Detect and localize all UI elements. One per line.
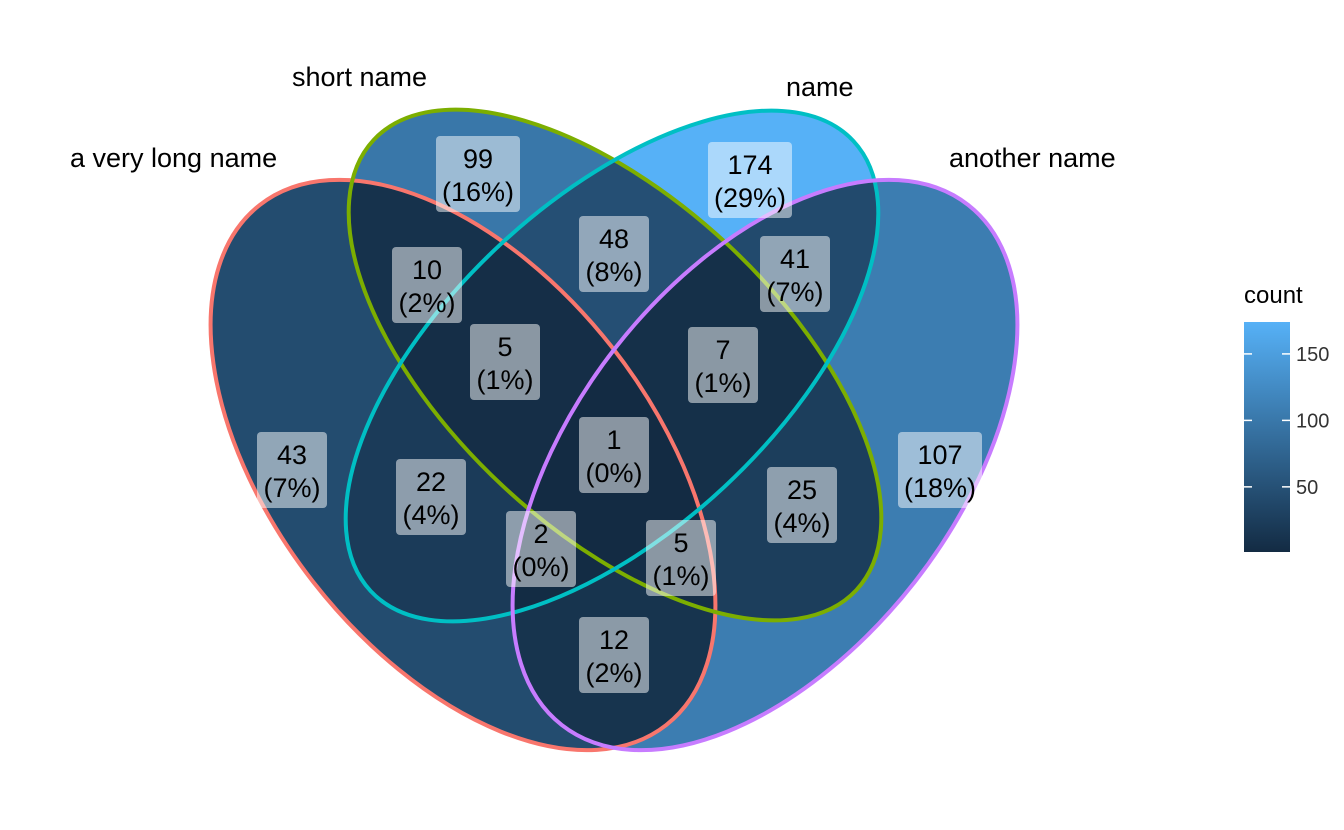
set-labels: a very long name short name name another… [70, 62, 1116, 173]
set-outline-short-name [346, 107, 884, 623]
region-label-background [470, 324, 540, 400]
region-label-background [760, 236, 830, 312]
set-label-a-very-long-name: a very long name [70, 143, 277, 173]
region-percent: (16%) [442, 177, 514, 207]
region-percent: (4%) [773, 508, 830, 538]
legend-colorbar [1244, 322, 1290, 552]
set-outline-name [343, 108, 881, 624]
region-a-very-long-name [210, 180, 610, 750]
region-percent: (0%) [512, 552, 569, 582]
region-label: 10(2%) [392, 247, 462, 323]
region-count: 5 [673, 528, 688, 558]
region-label: 48(8%) [579, 216, 649, 292]
region-count: 7 [715, 335, 730, 365]
region-percent: (0%) [585, 458, 642, 488]
legend-title: count [1244, 282, 1303, 309]
region-label-background [646, 520, 716, 596]
region-percent: (2%) [585, 658, 642, 688]
region-label: 107(18%) [898, 432, 982, 508]
region-label: 5(1%) [646, 520, 716, 596]
region-label-background [257, 432, 327, 508]
region-count: 5 [497, 332, 512, 362]
region-count: 22 [416, 467, 446, 497]
legend-tick-label: 50 [1296, 477, 1318, 499]
region-count: 25 [787, 475, 817, 505]
legend-tick-label: 100 [1296, 410, 1329, 432]
region-percent: (8%) [585, 257, 642, 287]
region-label: 12(2%) [579, 617, 649, 693]
region-label-background [708, 142, 792, 218]
set-label-another-name: another name [949, 143, 1116, 173]
set-label-name: name [786, 72, 854, 102]
region-label-background [688, 327, 758, 403]
region-label: 43(7%) [257, 432, 327, 508]
region-count: 43 [277, 440, 307, 470]
legend: count 50 100 150 [1244, 282, 1329, 552]
region-count: 41 [780, 244, 810, 274]
region-percent: (2%) [398, 288, 455, 318]
region-count: 174 [727, 150, 772, 180]
region-label: 41(7%) [760, 236, 830, 312]
region-percent: (7%) [766, 277, 823, 307]
region-percent: (1%) [694, 368, 751, 398]
region-count: 10 [412, 255, 442, 285]
legend-tick-label: 150 [1296, 344, 1329, 366]
set-label-short-name: short name [292, 62, 427, 92]
region-label-background [396, 459, 466, 535]
region-percent: (18%) [904, 473, 976, 503]
region-count: 99 [463, 144, 493, 174]
region-label: 7(1%) [688, 327, 758, 403]
region-percent: (29%) [714, 183, 786, 213]
region-count: 107 [917, 440, 962, 470]
region-label: 2(0%) [506, 511, 576, 587]
region-label: 5(1%) [470, 324, 540, 400]
region-another-name [618, 180, 1018, 750]
region-label-background [898, 432, 982, 508]
region-label: 174(29%) [708, 142, 792, 218]
region-label: 22(4%) [396, 459, 466, 535]
region-count: 2 [533, 519, 548, 549]
set-outlines [208, 107, 1020, 753]
region-label-background [579, 617, 649, 693]
region-count: 12 [599, 625, 629, 655]
region-label-background [579, 417, 649, 493]
region-label: 25(4%) [767, 467, 837, 543]
region-label-background [767, 467, 837, 543]
region-label-background [392, 247, 462, 323]
region-label-background [436, 136, 520, 212]
region-label: 1(0%) [579, 417, 649, 493]
region-label-background [506, 511, 576, 587]
region-percent: (4%) [402, 500, 459, 530]
region-label-background [579, 216, 649, 292]
region-percent: (1%) [476, 365, 533, 395]
region-count: 48 [599, 224, 629, 254]
set-outline-a-very-long-name [208, 177, 718, 753]
region-label: 99(16%) [436, 136, 520, 212]
region-labels: 43(7%)99(16%)10(2%)174(29%)22(4%)48(8%)5… [257, 136, 982, 693]
region-percent: (7%) [263, 473, 320, 503]
set-outline-another-name [510, 177, 1020, 753]
region-percent: (1%) [652, 561, 709, 591]
region-count: 1 [606, 425, 621, 455]
